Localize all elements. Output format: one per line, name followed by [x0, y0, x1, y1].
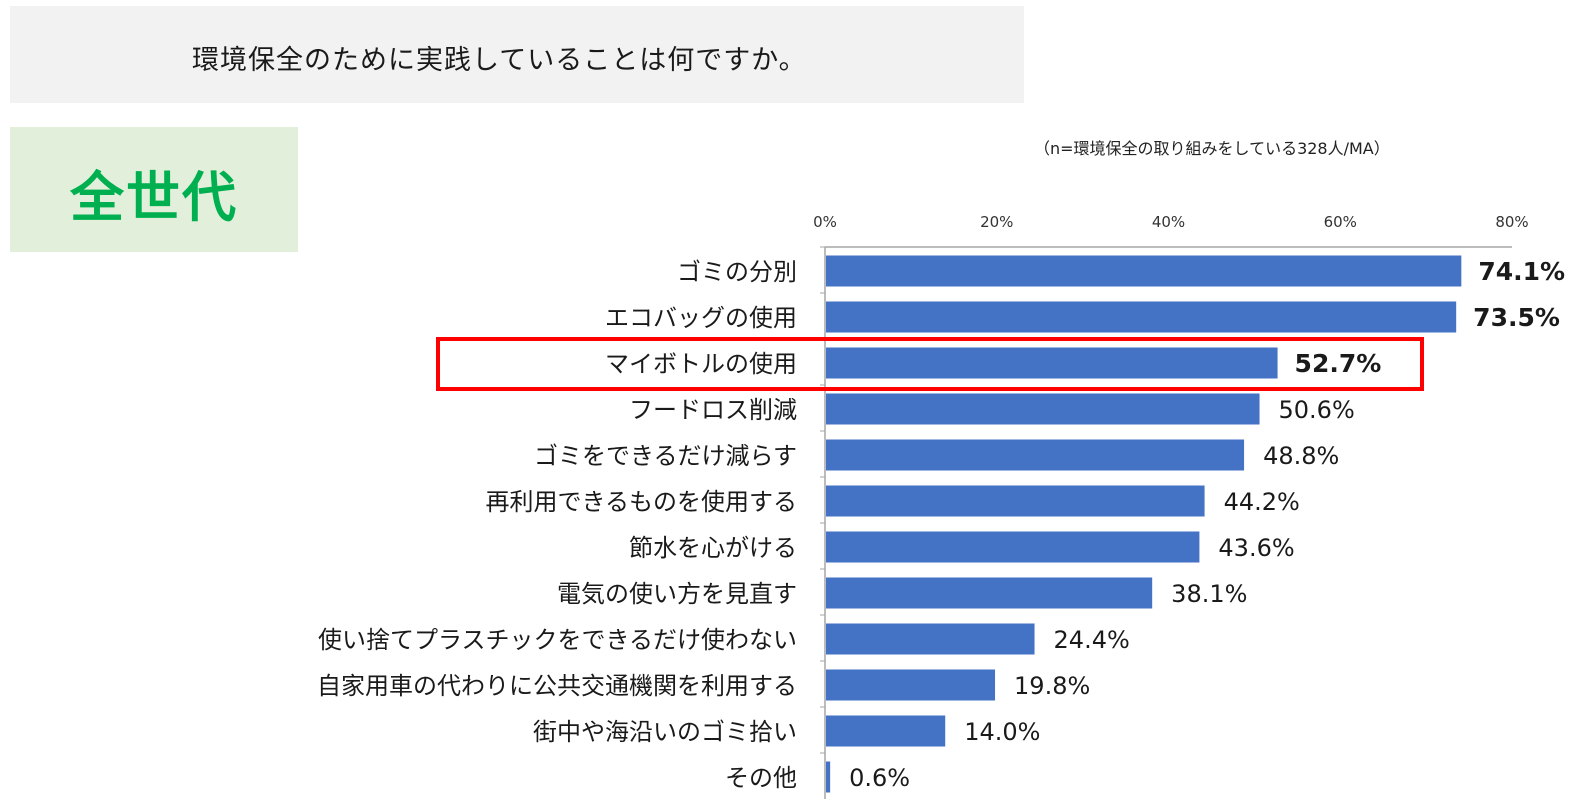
bar: [826, 531, 1200, 563]
question-box: 環境保全のために実践していることは何ですか。: [10, 6, 1024, 103]
x-tick-label: 0%: [813, 213, 837, 231]
category-label: 再利用できるものを使用する: [485, 488, 797, 516]
bar: [826, 577, 1153, 609]
value-label: 48.8%: [1263, 442, 1339, 470]
value-label: 52.7%: [1295, 349, 1382, 378]
value-label: 73.5%: [1473, 303, 1560, 332]
bar: [826, 393, 1260, 425]
category-label: 節水を心がける: [629, 534, 797, 562]
generation-label: 全世代: [70, 166, 238, 229]
value-label: 50.6%: [1279, 396, 1355, 424]
bar: [826, 715, 946, 747]
x-tick-label: 60%: [1324, 213, 1357, 231]
value-label: 38.1%: [1171, 580, 1247, 608]
generation-badge: 全世代: [10, 127, 298, 252]
category-label: エコバッグの使用: [605, 304, 797, 332]
category-label: その他: [725, 764, 797, 792]
bar: [826, 761, 831, 793]
value-label: 74.1%: [1478, 257, 1565, 286]
value-label: 19.8%: [1014, 672, 1090, 700]
bar: [826, 485, 1205, 517]
category-label: ゴミの分別: [677, 258, 797, 286]
bar: [826, 439, 1245, 471]
category-label: マイボトルの使用: [605, 350, 797, 378]
bar: [826, 347, 1278, 379]
sample-note: （n=環境保全の取り組みをしている328人/MA）: [1034, 139, 1390, 158]
highlight-box: [436, 337, 1424, 391]
category-label: フードロス削減: [629, 396, 797, 424]
bar: [826, 669, 996, 701]
category-label: 自家用車の代わりに公共交通機関を利用する: [317, 672, 797, 700]
value-label: 44.2%: [1224, 488, 1300, 516]
bar: [826, 623, 1035, 655]
value-label: 14.0%: [964, 718, 1040, 746]
category-label: 街中や海沿いのゴミ拾い: [533, 718, 797, 746]
value-label: 43.6%: [1218, 534, 1294, 562]
x-tick-label: 20%: [980, 213, 1013, 231]
question-text: 環境保全のために実践していることは何ですか。: [192, 45, 807, 76]
value-label: 24.4%: [1054, 626, 1130, 654]
category-label: 使い捨てプラスチックをできるだけ使わない: [318, 626, 797, 654]
category-label: 電気の使い方を見直す: [557, 580, 797, 608]
value-label: 0.6%: [849, 764, 910, 792]
bar: [826, 301, 1457, 333]
x-tick-label: 40%: [1152, 213, 1185, 231]
x-tick-label: 80%: [1495, 213, 1528, 231]
category-label: ゴミをできるだけ減らす: [534, 442, 797, 470]
bar: [826, 255, 1462, 287]
